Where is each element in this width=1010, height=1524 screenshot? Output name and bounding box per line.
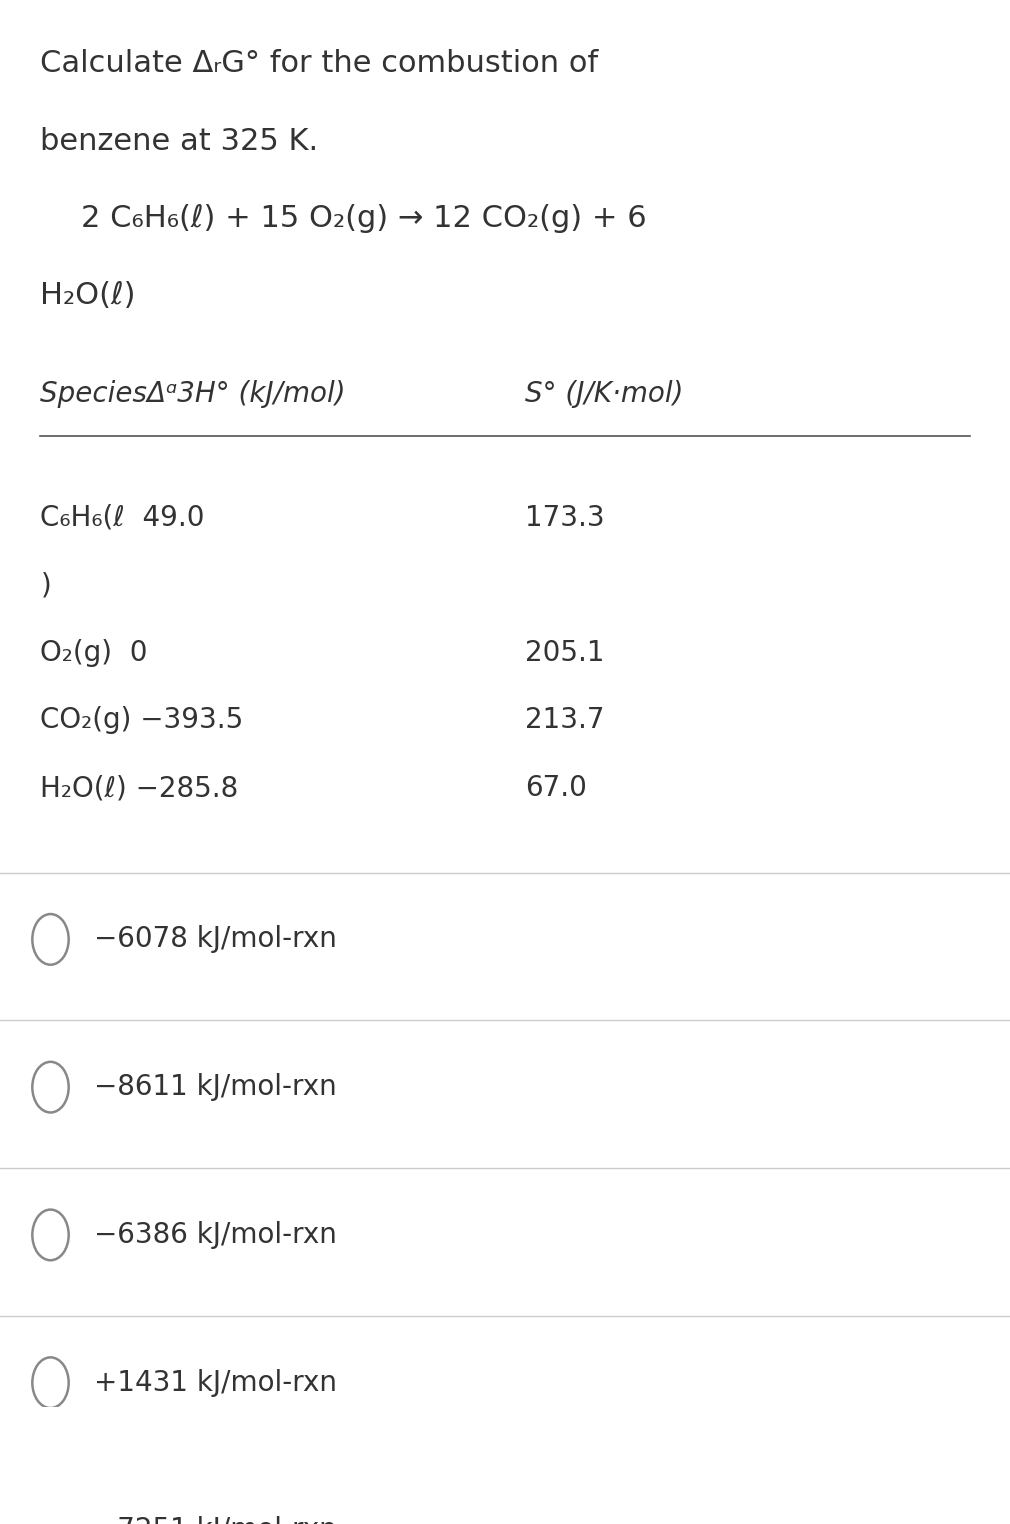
- Text: −7251 kJ/mol-rxn: −7251 kJ/mol-rxn: [94, 1516, 336, 1524]
- Text: SpeciesΔᵅ3H° (kJ/mol): SpeciesΔᵅ3H° (kJ/mol): [40, 379, 346, 408]
- Text: 213.7: 213.7: [525, 707, 605, 735]
- Text: O₂(g)  0: O₂(g) 0: [40, 639, 147, 668]
- Text: 2 C₆H₆(ℓ) + 15 O₂(g) → 12 CO₂(g) + 6: 2 C₆H₆(ℓ) + 15 O₂(g) → 12 CO₂(g) + 6: [81, 204, 646, 233]
- Text: 67.0: 67.0: [525, 774, 587, 802]
- Text: +1431 kJ/mol-rxn: +1431 kJ/mol-rxn: [94, 1369, 337, 1396]
- Text: −6386 kJ/mol-rxn: −6386 kJ/mol-rxn: [94, 1221, 336, 1250]
- Text: 205.1: 205.1: [525, 639, 605, 668]
- Text: Calculate ΔᵣG° for the combustion of: Calculate ΔᵣG° for the combustion of: [40, 49, 599, 78]
- Text: CO₂(g) −393.5: CO₂(g) −393.5: [40, 707, 243, 735]
- Text: −8611 kJ/mol-rxn: −8611 kJ/mol-rxn: [94, 1073, 336, 1102]
- Text: benzene at 325 K.: benzene at 325 K.: [40, 126, 318, 155]
- Text: H₂O(ℓ) −285.8: H₂O(ℓ) −285.8: [40, 774, 238, 802]
- Text: H₂O(ℓ): H₂O(ℓ): [40, 282, 136, 311]
- Text: ): ): [40, 572, 52, 599]
- Text: C₆H₆(ℓ  49.0: C₆H₆(ℓ 49.0: [40, 504, 205, 532]
- Text: −6078 kJ/mol-rxn: −6078 kJ/mol-rxn: [94, 925, 336, 954]
- Text: 173.3: 173.3: [525, 504, 605, 532]
- Text: S° (J/K·mol): S° (J/K·mol): [525, 379, 684, 408]
